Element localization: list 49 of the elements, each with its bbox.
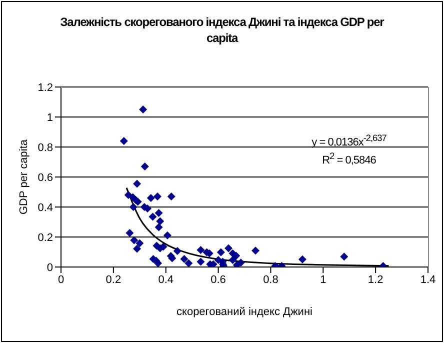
point [180, 255, 188, 264]
annotation: R$^{2}$ = 0,5846 [321, 151, 377, 167]
x-axis-title: скорегований індекс Джині [176, 306, 312, 318]
point [154, 223, 163, 232]
point [167, 192, 176, 200]
point [236, 258, 245, 267]
y-tick-label: 0.6 [38, 172, 53, 184]
point [173, 246, 182, 255]
x-tick-label: 0.2 [106, 274, 122, 286]
x-tick-label: 1.4 [420, 274, 436, 286]
point [163, 231, 172, 240]
point [224, 244, 233, 252]
point [228, 256, 237, 264]
point [298, 255, 306, 264]
point [154, 209, 163, 217]
point [133, 180, 142, 188]
point [252, 246, 260, 255]
point [156, 217, 164, 226]
point [129, 203, 138, 211]
x-tick-label: 0.6 [210, 274, 226, 286]
y-tick-label: 1 [46, 112, 53, 124]
point [184, 259, 193, 267]
point [140, 162, 149, 170]
point [139, 106, 148, 114]
point [120, 137, 128, 145]
point [340, 252, 348, 261]
point [216, 248, 225, 256]
point [146, 194, 155, 202]
point [153, 192, 162, 200]
point [124, 191, 132, 199]
x-tick-label: 0.8 [263, 274, 278, 286]
y-tick-label: 0 [46, 262, 53, 274]
point [196, 258, 205, 266]
point [196, 246, 205, 254]
y-tick-label: 0.2 [38, 232, 53, 244]
point [130, 236, 138, 244]
chart-title: Залежність скорегованого індекса Джині та індекса GDP per capita [60, 14, 384, 46]
y-axis-title: GDP per capita [18, 138, 30, 215]
point [148, 212, 157, 221]
y-tick-label: 0.8 [38, 142, 53, 154]
x-tick-label: 0 [58, 274, 64, 286]
y-tick-label: 1.2 [38, 82, 53, 94]
point [126, 228, 134, 237]
point [133, 244, 142, 253]
x-tick-label: 1 [320, 274, 326, 286]
x-tick-label: 0.4 [158, 274, 174, 286]
y-tick-label: 0.4 [38, 202, 53, 214]
x-tick-label: 1.2 [368, 274, 384, 286]
point [136, 239, 144, 248]
